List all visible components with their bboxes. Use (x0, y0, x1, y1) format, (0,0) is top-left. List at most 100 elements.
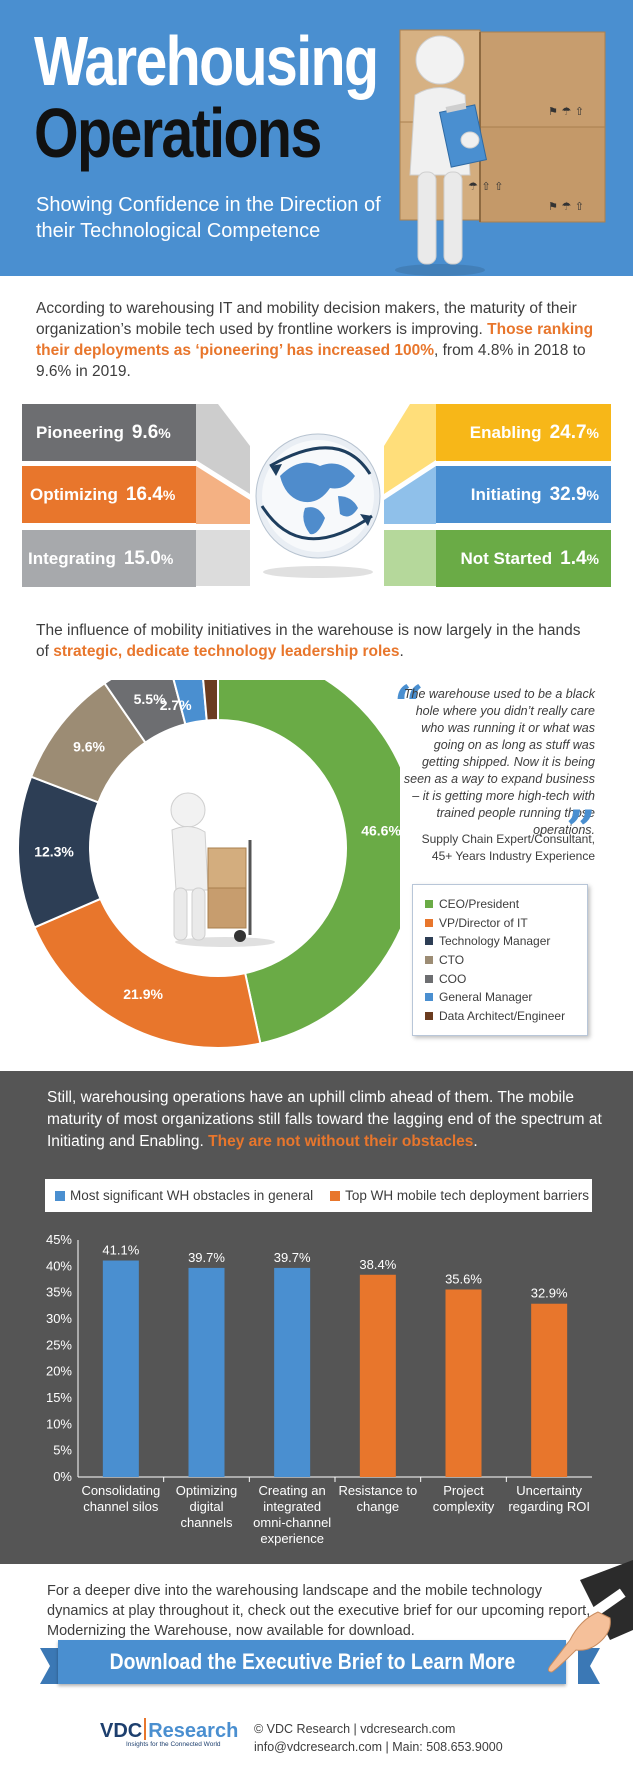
maturity-label: Initiating (470, 484, 542, 504)
maturity-label: Not Started (460, 548, 553, 568)
roles-donut-chart: 46.6%21.9%12.3%9.6%5.5%2.7%1.4% (17, 680, 400, 1049)
category-label: Uncertainty regarding ROI (508, 1483, 590, 1514)
influence-text-start: The influence of mobility initiatives in… (36, 622, 581, 660)
maturity-optimizing: Optimizing 16.4% (22, 466, 196, 523)
y-tick-label: 5% (53, 1443, 72, 1458)
maturity-not-started: Not Started 1.4% (436, 530, 611, 587)
bar-3 (359, 1274, 396, 1477)
donut-label-1: 21.9% (123, 986, 163, 1002)
obstacles-highlight: They are not without their obstacles (208, 1133, 474, 1150)
legend-swatch (425, 974, 433, 983)
category-label: Creating an integrated omni-channel experie… (253, 1483, 331, 1546)
roles-legend: CEO/President VP/Director of IT Technology… (412, 884, 588, 1036)
y-tick-label: 30% (46, 1311, 72, 1326)
contact-line2: info@vdcresearch.com | Main: 508.653.900… (254, 1740, 503, 1754)
y-tick-label: 0% (53, 1469, 72, 1484)
maturity-value: 16.4% (125, 483, 176, 505)
y-tick-label: 20% (46, 1364, 72, 1379)
maturity-value: 15.0% (123, 547, 174, 569)
legend-item: CTO (425, 951, 587, 970)
footer-paragraph: For a deeper dive into the warehousing l… (47, 1583, 591, 1639)
bar-5 (531, 1303, 568, 1477)
category-label: Resistance to change (338, 1483, 417, 1514)
maturity-wedges (196, 404, 436, 586)
legend-swatch (425, 1011, 433, 1020)
legend-label: Data Architect/Engineer (439, 1008, 566, 1023)
legend-swatch (425, 900, 433, 909)
maturity-label: Enabling (469, 422, 542, 442)
svg-text:⚑ ☂ ⇧: ⚑ ☂ ⇧ (548, 105, 584, 118)
donut-label-0: 46.6% (361, 823, 400, 839)
bar-2 (274, 1267, 311, 1477)
donut-label-3: 9.6% (73, 739, 105, 755)
bar-0 (102, 1260, 139, 1477)
category-label: Project complexity (433, 1483, 495, 1514)
bar-value-label: 39.7% (188, 1250, 225, 1265)
legend-item: General Manager (425, 988, 587, 1007)
category-label: Optimizing digital channels (176, 1483, 237, 1530)
open-quote-icon: “ (394, 675, 424, 736)
maturity-integrating: Integrating 15.0% (22, 530, 196, 587)
obstacles-bar-chart: 0% 5% 10% 15% 20% 25% 30% 35% 40% 45% 41.1% Consoli… (46, 1232, 592, 1546)
obstacles-text-start: Still, warehousing operations have an up… (47, 1089, 602, 1150)
donut-label-4: 5.5% (134, 691, 166, 707)
donut-slice-1 (33, 897, 262, 1049)
y-tick-label: 15% (46, 1390, 72, 1405)
intro-text-end: , from 4.8% in 2018 to 9.6% in 2019. (36, 342, 586, 380)
bar-value-label: 38.4% (359, 1257, 396, 1272)
obstacles-paragraph: Still, warehousing operations have an up… (47, 1087, 602, 1153)
legend-label-barriers: Top WH mobile tech deployment barriers (345, 1188, 589, 1203)
legend-label: CEO/President (439, 897, 520, 912)
figure-with-cart-illustration (170, 792, 275, 947)
bar-value-label: 32.9% (531, 1286, 568, 1301)
influence-paragraph: The influence of mobility initiatives in… (36, 620, 586, 662)
maturity-initiating: Initiating 32.9% (436, 466, 611, 523)
page-subtitle: Showing Confidence in the Direction of t… (36, 194, 381, 242)
maturity-label: Integrating (28, 548, 116, 568)
y-tick-label: 25% (46, 1337, 72, 1352)
svg-text:⚑ ☂ ⇧: ⚑ ☂ ⇧ (548, 200, 584, 213)
legend-label: General Manager (439, 990, 533, 1005)
legend-label: COO (439, 971, 467, 986)
maturity-label: Pioneering (36, 422, 124, 442)
close-quote-icon: ” (566, 800, 596, 861)
obstacles-legend: Most significant WH obstacles in general… (45, 1179, 592, 1212)
obstacles-text-end: . (473, 1133, 478, 1150)
attribution-line1: Supply Chain Expert/Consultant, (421, 832, 595, 846)
legend-label: Technology Manager (439, 934, 551, 949)
legend-item: CEO/President (425, 895, 587, 914)
donut-slice-6 (202, 680, 219, 722)
y-tick-label: 10% (46, 1416, 72, 1431)
legend-swatch (425, 918, 433, 927)
intro-paragraph: According to warehousing IT and mobility… (36, 298, 598, 382)
maturity-value: 32.9% (549, 483, 599, 505)
pointing-hand-icon (547, 1560, 633, 1673)
maturity-value: 1.4% (560, 547, 599, 569)
download-brief-button[interactable]: Download the Executive Brief to Learn Mo… (58, 1640, 566, 1684)
y-tick-label: 45% (46, 1232, 72, 1247)
maturity-enabling: Enabling 24.7% (436, 404, 611, 461)
attribution-line2: 45+ Years Industry Experience (431, 849, 595, 863)
y-tick-label: 35% (46, 1285, 72, 1300)
svg-text:☂ ⇧ ⇧: ☂ ⇧ ⇧ (468, 180, 503, 193)
legend-label-obstacles: Most significant WH obstacles in general (70, 1188, 314, 1203)
legend-label: CTO (439, 953, 465, 968)
bar-1 (188, 1267, 225, 1477)
donut-label-5: 2.7% (160, 697, 192, 713)
legend-item: COO (425, 969, 587, 988)
page-title-line2: Operations (34, 94, 322, 172)
header-banner: Warehousing Operations Showing Confidenc… (0, 0, 633, 276)
contact-line1: © VDC Research | vdcresearch.com (254, 1722, 456, 1736)
banner-ribbon-ends (40, 1648, 600, 1684)
maturity-label: Optimizing (30, 484, 118, 504)
influence-text-end: . (399, 643, 404, 660)
maturity-pioneering: Pioneering 9.6% (22, 404, 196, 461)
bar-value-label: 35.6% (445, 1272, 482, 1287)
legend-item: Data Architect/Engineer (425, 1007, 587, 1026)
bar-value-label: 41.1% (102, 1243, 139, 1258)
download-brief-label: Download the Executive Brief to Learn Mo… (109, 1649, 515, 1674)
bar-value-label: 39.7% (274, 1250, 311, 1265)
expert-quote: The warehouse used to be a black hole wh… (403, 687, 595, 837)
intro-text-start: According to warehousing IT and mobility… (36, 300, 577, 338)
legend-swatch-obstacles (55, 1190, 65, 1201)
